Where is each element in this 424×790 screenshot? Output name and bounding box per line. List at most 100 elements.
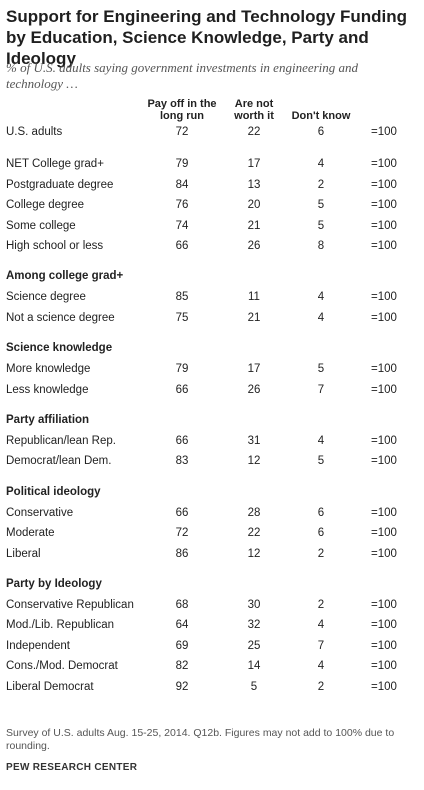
total-label: =100	[371, 178, 397, 191]
column-header-pay-off: Pay off in the long run	[147, 98, 217, 122]
total-label: =100	[371, 680, 397, 693]
value-dont-know: 7	[317, 639, 325, 652]
value-not-worth-it: 14	[247, 660, 261, 673]
value-dont-know: 5	[317, 455, 325, 468]
total-label: =100	[371, 291, 397, 304]
chart-subtitle: % of U.S. adults saying government inves…	[6, 60, 359, 91]
value-dont-know: 4	[317, 619, 325, 632]
row-label: NET College grad+	[6, 158, 104, 171]
row-label: Independent	[6, 639, 70, 652]
value-dont-know: 2	[317, 680, 325, 693]
value-not-worth-it: 17	[247, 158, 261, 171]
value-dont-know: 8	[317, 240, 325, 252]
section-heading: Party affiliation	[6, 414, 90, 426]
value-dont-know: 4	[317, 311, 325, 324]
value-dont-know: 2	[317, 599, 325, 611]
row-label: Liberal	[6, 547, 41, 560]
table-row: Liberal Democrat 92 5 2 =100	[3, 678, 421, 696]
row-label: Moderate	[6, 527, 55, 540]
value-not-worth-it: 21	[247, 311, 261, 324]
total-label: =100	[371, 240, 397, 252]
value-pay-off: 66	[175, 435, 189, 447]
total-label: =100	[371, 619, 397, 632]
row-label: Mod./Lib. Republican	[6, 619, 115, 632]
row-label: Postgraduate degree	[6, 178, 114, 191]
value-dont-know: 2	[317, 547, 325, 560]
value-dont-know: 6	[317, 506, 325, 519]
value-pay-off: 64	[175, 619, 189, 632]
value-not-worth-it: 31	[247, 435, 261, 447]
row-label: Democrat/lean Dem.	[6, 455, 112, 468]
row-label: High school or less	[6, 240, 104, 252]
value-pay-off: 72	[175, 126, 189, 138]
total-label: =100	[371, 199, 397, 212]
value-pay-off: 72	[175, 527, 189, 540]
column-header-dont-know: Don't know	[291, 110, 351, 122]
value-dont-know: 6	[317, 527, 325, 540]
section-heading: Among college grad+	[6, 270, 124, 283]
value-pay-off: 83	[175, 455, 189, 468]
total-label: =100	[371, 547, 397, 560]
table-row: Some college 74 21 5 =100	[3, 217, 421, 235]
value-not-worth-it: 11	[248, 291, 260, 304]
value-dont-know: 4	[317, 158, 325, 171]
value-dont-know: 4	[317, 660, 325, 673]
total-label: =100	[371, 219, 397, 232]
value-pay-off: 66	[175, 383, 189, 396]
value-not-worth-it: 25	[247, 639, 261, 652]
value-dont-know: 4	[317, 291, 325, 304]
table-row: U.S. adults 72 22 6 =100	[3, 123, 421, 141]
value-not-worth-it: 17	[247, 363, 261, 376]
section-heading: Political ideology	[6, 485, 101, 498]
value-pay-off: 68	[175, 599, 189, 611]
total-label: =100	[371, 506, 397, 519]
value-pay-off: 66	[175, 506, 189, 519]
row-label: Some college	[6, 219, 76, 232]
value-pay-off: 69	[175, 639, 189, 652]
value-pay-off: 85	[175, 291, 189, 304]
total-label: =100	[371, 158, 397, 171]
section-heading: Science knowledge	[6, 342, 113, 355]
table-row: Conservative 66 28 6 =100	[3, 504, 421, 522]
value-not-worth-it: 26	[247, 383, 261, 396]
value-pay-off: 86	[175, 547, 189, 560]
table-row: Less knowledge 66 26 7 =100	[3, 381, 421, 399]
value-not-worth-it: 32	[247, 619, 261, 632]
total-label: =100	[371, 435, 397, 447]
table-row: Mod./Lib. Republican 64 32 4 =100	[3, 616, 421, 634]
chart-container: Support for Engineering and Technology F…	[3, 0, 421, 790]
row-label: Liberal Democrat	[6, 680, 94, 693]
chart-title: Support for Engineering and Technology F…	[6, 7, 408, 68]
value-not-worth-it: 30	[247, 599, 261, 611]
row-label: Conservative	[6, 506, 74, 519]
table-row: Science degree 85 11 4 =100	[3, 288, 421, 306]
row-label: Not a science degree	[6, 311, 115, 324]
row-label: Less knowledge	[6, 383, 89, 396]
row-label: College degree	[6, 199, 85, 212]
footnote: Survey of U.S. adults Aug. 15-25, 2014. …	[6, 727, 395, 752]
row-label: Science degree	[6, 291, 86, 304]
value-pay-off: 66	[175, 240, 189, 252]
column-header-not-worth-it: Are not worth it	[234, 98, 274, 122]
table-row: NET College grad+ 79 17 4 =100	[3, 155, 421, 173]
value-pay-off: 74	[175, 219, 189, 232]
row-label: Conservative Republican	[6, 599, 134, 611]
table-row: Democrat/lean Dem. 83 12 5 =100	[3, 452, 421, 470]
table-row: Cons./Mod. Democrat 82 14 4 =100	[3, 657, 421, 675]
table-row: More knowledge 79 17 5 =100	[3, 360, 421, 378]
total-label: =100	[371, 363, 397, 376]
total-label: =100	[371, 311, 397, 324]
value-not-worth-it: 22	[247, 527, 261, 540]
row-label: U.S. adults	[6, 126, 63, 138]
table-row: Postgraduate degree 84 13 2 =100	[3, 176, 421, 194]
table-row: High school or less 66 26 8 =100	[3, 237, 421, 255]
value-pay-off: 84	[175, 178, 189, 191]
section-heading: Party by Ideology	[6, 578, 102, 590]
value-pay-off: 92	[175, 680, 189, 693]
value-not-worth-it: 26	[247, 240, 261, 252]
total-label: =100	[371, 527, 397, 540]
value-dont-know: 7	[317, 383, 325, 396]
total-label: =100	[371, 126, 397, 138]
value-pay-off: 79	[175, 363, 189, 376]
value-not-worth-it: 22	[247, 126, 261, 138]
